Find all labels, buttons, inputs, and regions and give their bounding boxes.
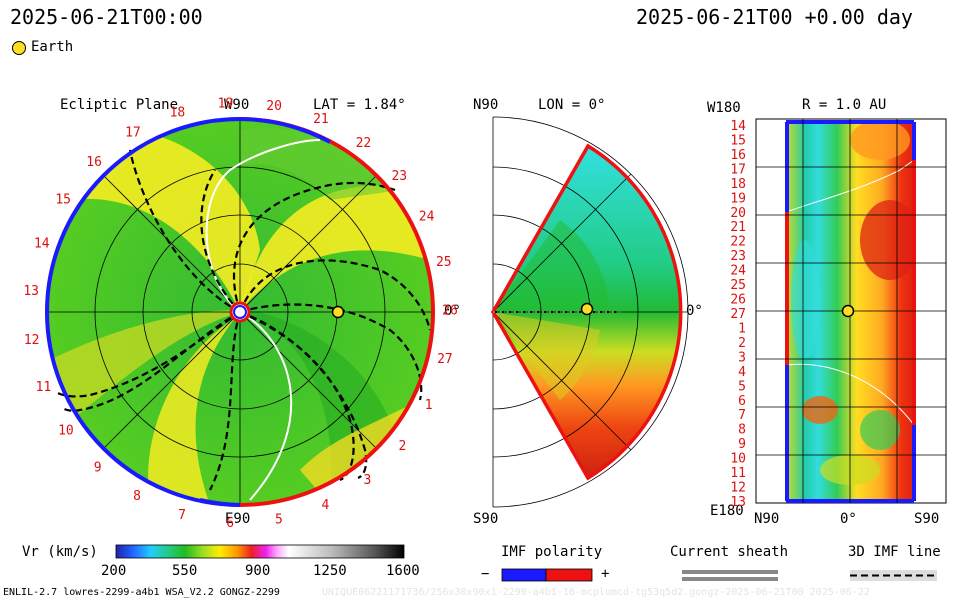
carrington-label-13: 13 — [23, 284, 39, 299]
r-surface-plot — [755, 118, 947, 504]
carrington-label-17: 17 — [125, 125, 141, 140]
earth-ecliptic-icon — [331, 305, 345, 319]
carrington-label-16: 16 — [86, 155, 102, 170]
earth-legend-label: Earth — [31, 39, 74, 55]
ecliptic-zero-label: 0° — [444, 303, 461, 319]
r-y-label-24: 24 — [730, 264, 746, 279]
carrington-label-22: 22 — [356, 136, 372, 151]
r-y-label-13: 13 — [730, 495, 746, 510]
meridional-zero-label: 0° — [686, 303, 703, 319]
imf-plus-label: + — [601, 566, 610, 582]
carrington-label-10: 10 — [58, 423, 74, 438]
r-y-label-8: 8 — [738, 423, 746, 438]
r-y-label-12: 12 — [730, 481, 746, 496]
imf-minus-label: − — [481, 566, 490, 582]
r-y-label-4: 4 — [738, 365, 746, 380]
footer-run-id: UNIQUE06221171736/256x30x90x1-2299-a4b1-… — [322, 587, 870, 598]
carrington-label-18: 18 — [170, 106, 186, 121]
colorbar-tick-550: 550 — [172, 563, 198, 579]
current-sheath-title: Current sheath — [670, 544, 789, 560]
r-au-label: R = 1.0 AU — [802, 97, 887, 113]
carrington-label-27: 27 — [437, 352, 453, 367]
r-x-label-s90: S90 — [914, 511, 940, 527]
w90-label: W90 — [224, 97, 250, 113]
carrington-label-19: 19 — [218, 97, 234, 112]
carrington-label-20: 20 — [266, 99, 282, 114]
carrington-label-11: 11 — [36, 380, 52, 395]
r-y-label-17: 17 — [730, 162, 746, 177]
earth-marker-icon — [12, 41, 26, 55]
carrington-label-6: 6 — [226, 516, 234, 531]
n90-label: N90 — [473, 97, 499, 113]
imf-line-title: 3D IMF line — [848, 544, 941, 560]
r-y-label-10: 10 — [730, 452, 746, 467]
earth-r-icon — [841, 304, 855, 318]
r-y-label-5: 5 — [738, 379, 746, 394]
carrington-label-26: 26 — [442, 304, 458, 319]
lon-label: LON = 0° — [538, 97, 606, 113]
r-y-label-26: 26 — [730, 293, 746, 308]
r-y-label-9: 9 — [738, 437, 746, 452]
e180-label: E180 — [710, 503, 744, 519]
carrington-label-2: 2 — [398, 439, 406, 454]
carrington-label-14: 14 — [34, 237, 50, 252]
colorbar-title: Vr (km/s) — [22, 544, 98, 560]
carrington-label-5: 5 — [275, 512, 283, 527]
vr-colorbar — [115, 544, 405, 559]
timestamp-right: 2025-06-21T00 +0.00 day — [636, 5, 913, 29]
r-y-label-15: 15 — [730, 134, 746, 149]
r-y-label-27: 27 — [730, 307, 746, 322]
carrington-label-25: 25 — [436, 255, 452, 270]
ecliptic-plane-plot — [44, 117, 436, 507]
r-y-label-3: 3 — [738, 350, 746, 365]
carrington-label-7: 7 — [178, 508, 186, 523]
carrington-label-1: 1 — [425, 398, 433, 413]
colorbar-tick-1600: 1600 — [386, 563, 420, 579]
r-y-label-1: 1 — [738, 322, 746, 337]
r-y-label-23: 23 — [730, 249, 746, 264]
current-sheath-swatch — [682, 570, 778, 581]
r-y-label-2: 2 — [738, 336, 746, 351]
imf-positive-swatch — [545, 568, 593, 582]
r-x-label-n90: N90 — [754, 511, 780, 527]
w180-label: W180 — [707, 100, 741, 116]
r-y-label-20: 20 — [730, 206, 746, 221]
imf-polarity-title: IMF polarity — [501, 544, 603, 560]
s90-label: S90 — [473, 511, 499, 527]
carrington-label-12: 12 — [24, 333, 40, 348]
r-y-label-11: 11 — [730, 466, 746, 481]
e90-label: E90 — [225, 511, 251, 527]
ecliptic-title: Ecliptic Plane — [60, 97, 179, 113]
carrington-label-9: 9 — [94, 460, 102, 475]
timestamp-left: 2025-06-21T00:00 — [10, 5, 203, 29]
r-y-label-18: 18 — [730, 177, 746, 192]
r-y-label-22: 22 — [730, 235, 746, 250]
r-y-axis-labels: 1415161718192021222324252627123456789101… — [730, 119, 746, 510]
r-y-label-6: 6 — [738, 394, 746, 409]
carrington-label-15: 15 — [55, 193, 71, 208]
carrington-label-21: 21 — [313, 112, 329, 127]
carrington-label-4: 4 — [321, 498, 329, 513]
colorbar-tick-1250: 1250 — [313, 563, 347, 579]
r-y-label-14: 14 — [730, 119, 746, 134]
r-y-label-25: 25 — [730, 278, 746, 293]
r-x-label-zero: 0° — [840, 511, 857, 527]
carrington-label-8: 8 — [133, 489, 141, 504]
earth-meridional-icon — [580, 302, 594, 316]
colorbar-tick-200: 200 — [101, 563, 127, 579]
carrington-label-23: 23 — [391, 169, 407, 184]
imf-negative-swatch — [501, 568, 547, 582]
lat-label: LAT = 1.84° — [313, 97, 406, 113]
footer-run-info: ENLIL-2.7 lowres-2299-a4b1 WSA_V2.2 GONG… — [3, 587, 280, 598]
r-y-label-16: 16 — [730, 148, 746, 163]
r-y-label-21: 21 — [730, 220, 746, 235]
colorbar-tick-900: 900 — [245, 563, 271, 579]
carrington-label-3: 3 — [363, 473, 371, 488]
carrington-label-24: 24 — [419, 210, 435, 225]
r-y-label-19: 19 — [730, 191, 746, 206]
imf-line-swatch — [850, 570, 937, 581]
r-y-label-7: 7 — [738, 408, 746, 423]
